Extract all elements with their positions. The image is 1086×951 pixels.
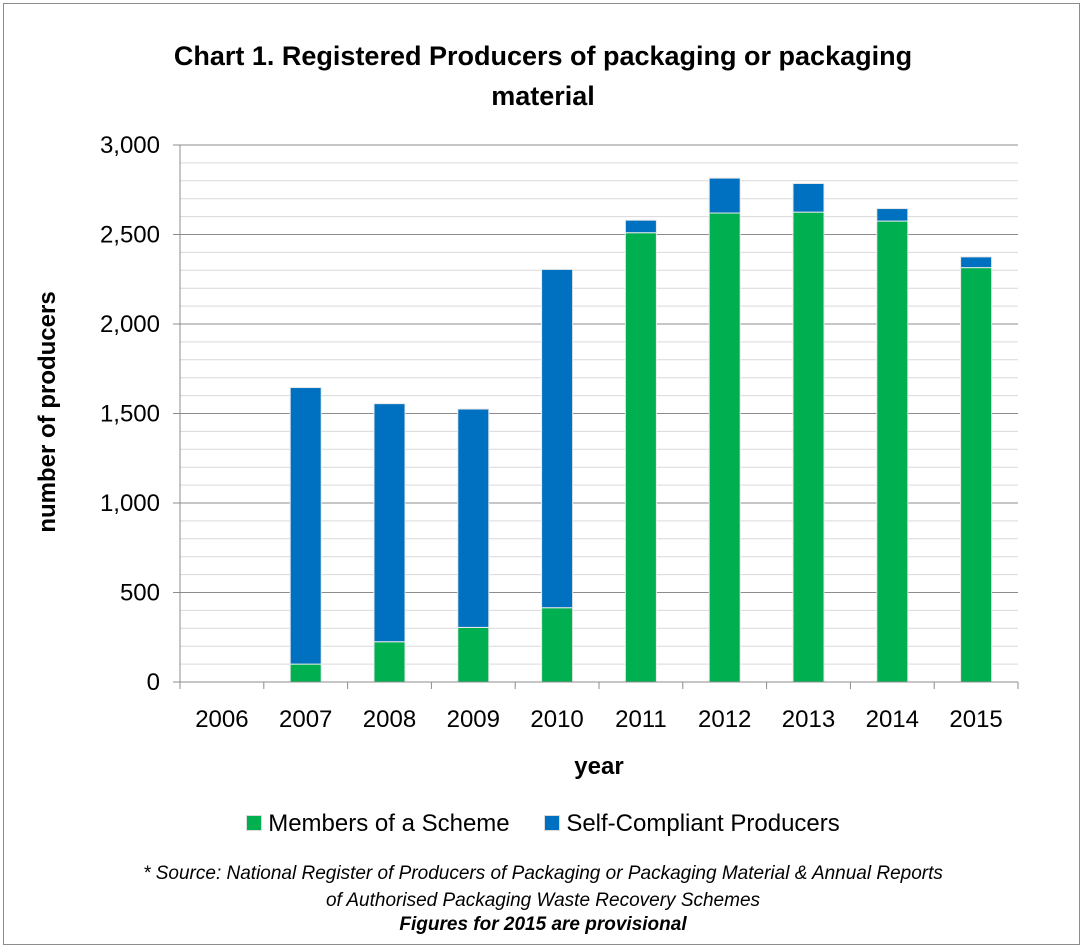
bar-self-compliant-2010 [541, 268, 574, 609]
axes [173, 144, 1019, 689]
bar-members-2011 [624, 232, 657, 683]
bar-self-compliant-2007 [289, 387, 322, 665]
bar-members-2015 [960, 267, 993, 683]
y-tick-label-1500: 1,500 [100, 401, 160, 428]
y-tick-label-0: 0 [147, 669, 160, 696]
x-tick-label-2009: 2009 [447, 706, 500, 733]
y-tick-label-3000: 3,000 [100, 132, 160, 159]
chart-title-line-1: Chart 1. Registered Producers of packagi… [173, 41, 913, 71]
bar-self-compliant-2014 [876, 208, 909, 222]
x-tick-label-2006: 2006 [195, 706, 248, 733]
bar-members-2008 [373, 641, 406, 683]
y-tick-label-1000: 1,000 [100, 490, 160, 517]
x-tick-label-2013: 2013 [782, 706, 835, 733]
source-line-2: of Authorised Packaging Waste Recovery S… [325, 890, 761, 911]
y-axis-label: number of producers [34, 291, 61, 532]
bar-self-compliant-2013 [792, 182, 825, 213]
bar-self-compliant-2015 [960, 256, 993, 269]
legend-swatch-self-compliant [544, 815, 561, 831]
y-tick-label-2000: 2,000 [100, 311, 160, 338]
legend-swatch-members [246, 815, 263, 831]
y-tick-label-500: 500 [120, 580, 160, 607]
legend: Members of a Scheme Self-Compliant Produ… [0, 810, 1086, 838]
x-tick-label-2011: 2011 [615, 706, 667, 733]
bars [289, 177, 993, 683]
x-tick-labels: 2006 2007 2008 2009 2010 2011 2012 2013 2014 2015 [195, 706, 1003, 733]
bar-members-2012 [708, 212, 741, 683]
legend-item-members: Members of a Scheme [246, 810, 510, 838]
legend-label-members: Members of a Scheme [268, 810, 510, 837]
bar-self-compliant-2011 [624, 219, 657, 234]
bar-members-2013 [792, 211, 825, 683]
bar-self-compliant-2008 [373, 403, 406, 643]
bar-self-compliant-2012 [708, 177, 741, 214]
source-note: * Source: National Register of Producers… [0, 860, 1086, 914]
chart-title: Chart 1. Registered Producers of packagi… [0, 36, 1086, 116]
x-tick-label-2014: 2014 [866, 706, 919, 733]
x-axis-label: year [574, 753, 623, 780]
legend-item-self-compliant: Self-Compliant Producers [544, 810, 840, 838]
source-line-1: * Source: National Register of Producers… [143, 863, 943, 884]
chart-title-line-2: material [491, 81, 595, 111]
bar-members-2009 [457, 626, 490, 683]
x-tick-label-2015: 2015 [949, 706, 1002, 733]
y-tick-labels: 0 500 1,000 1,500 2,000 2,500 3,000 [100, 132, 160, 696]
legend-label-self-compliant: Self-Compliant Producers [566, 810, 840, 837]
bar-members-2010 [541, 607, 574, 683]
bar-self-compliant-2009 [457, 408, 490, 628]
x-tick-label-2012: 2012 [698, 706, 751, 733]
x-tick-label-2010: 2010 [530, 706, 583, 733]
x-tick-label-2007: 2007 [279, 706, 332, 733]
x-tick-label-2008: 2008 [363, 706, 416, 733]
bar-members-2007 [289, 663, 322, 683]
y-tick-label-2500: 2,500 [100, 222, 160, 249]
bar-members-2014 [876, 220, 909, 683]
provisional-note: Figures for 2015 are provisional [399, 914, 687, 935]
